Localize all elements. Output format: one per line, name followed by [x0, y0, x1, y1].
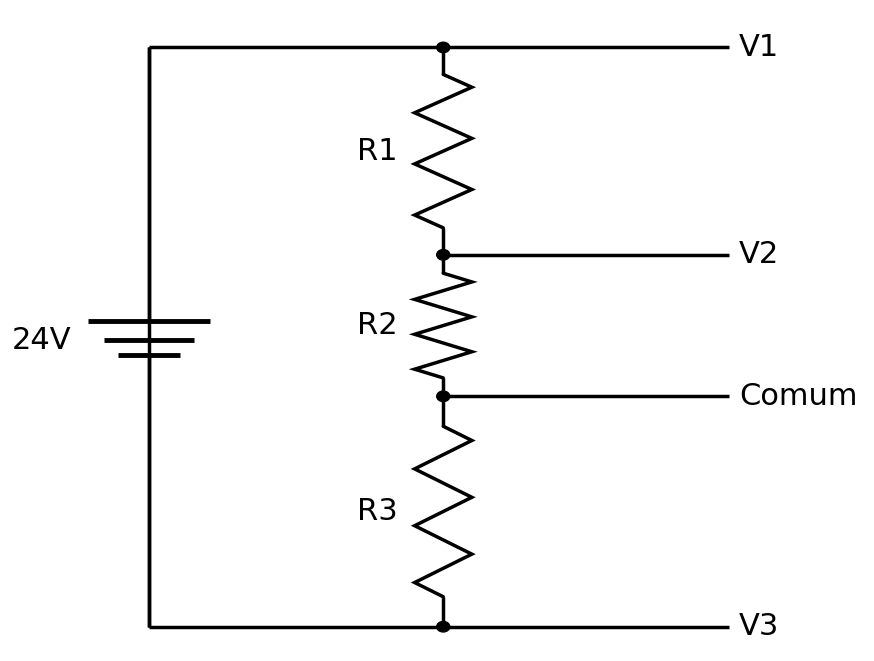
Text: R1: R1 [357, 137, 398, 166]
Text: R3: R3 [357, 497, 399, 526]
Circle shape [437, 391, 450, 402]
Text: V1: V1 [739, 33, 780, 62]
Text: Comum: Comum [739, 382, 857, 411]
Text: V2: V2 [739, 241, 780, 269]
Text: V3: V3 [739, 612, 780, 641]
Circle shape [437, 42, 450, 53]
Text: R2: R2 [357, 311, 398, 340]
Circle shape [437, 621, 450, 632]
Text: 24V: 24V [12, 326, 72, 355]
Circle shape [437, 250, 450, 260]
